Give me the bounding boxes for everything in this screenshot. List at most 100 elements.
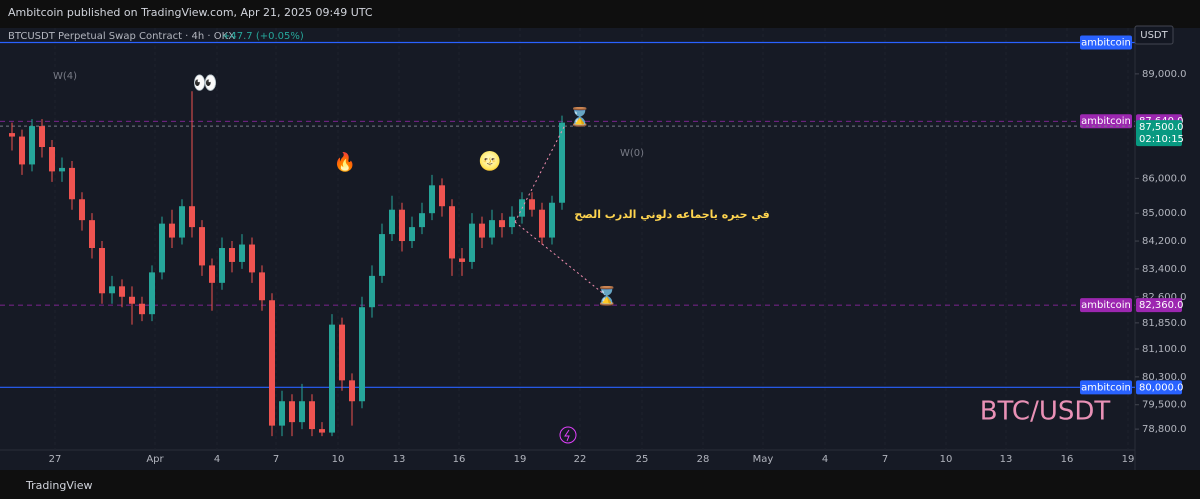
projection-up — [514, 124, 566, 223]
y-tick-label: 86,000.0 — [1142, 173, 1187, 184]
header-title: Ambitcoin published on TradingView.com, … — [8, 6, 373, 19]
candles — [9, 91, 565, 437]
candle-body — [129, 296, 135, 304]
y-tick-label: 89,000.0 — [1142, 69, 1187, 80]
countdown: 02:10:15 — [1139, 134, 1184, 145]
x-tick-label: 19 — [514, 454, 527, 465]
candle-body — [179, 206, 185, 238]
candle-body — [419, 213, 425, 228]
x-tick-label: 28 — [697, 454, 710, 465]
projection-down — [514, 221, 606, 296]
candle-body — [239, 244, 245, 262]
candle-body — [149, 272, 155, 315]
candle-body — [169, 223, 175, 238]
candle-body — [159, 223, 165, 273]
candle-body — [189, 206, 195, 228]
candle-body — [89, 220, 95, 249]
candle-body — [339, 324, 345, 381]
candle-body — [559, 122, 565, 203]
level-price-bg — [1136, 380, 1182, 395]
candle-body — [459, 258, 465, 262]
candle-body — [209, 265, 215, 283]
y-tick-label: 81,100.0 — [1142, 344, 1187, 355]
candle-body — [259, 272, 265, 301]
candle-body — [309, 401, 315, 430]
candle-body — [479, 223, 485, 238]
candle-body — [9, 133, 15, 137]
candle-body — [469, 223, 475, 262]
top-bar — [0, 0, 1200, 28]
annotation: W(4) — [53, 71, 77, 82]
annotation: W(0) — [620, 148, 644, 159]
candle-body — [439, 185, 445, 207]
y-tick-label: 79,500.0 — [1142, 400, 1187, 411]
candle-body — [389, 209, 395, 235]
level-tag-bg — [1080, 298, 1132, 313]
y-tick-label: 80,300.0 — [1142, 372, 1187, 383]
level-tag-bg — [1080, 114, 1132, 129]
x-tick-label: Apr — [146, 454, 164, 465]
candle-body — [99, 248, 105, 294]
candle-body — [79, 199, 85, 221]
candle-body — [499, 220, 505, 228]
currency-badge[interactable] — [1134, 25, 1174, 45]
level-tag: ambitcoin — [1081, 116, 1131, 127]
watermark: BTC/USDT — [980, 397, 1111, 427]
candle-body — [299, 401, 305, 423]
x-tick-label: 25 — [636, 454, 649, 465]
candle-body — [329, 324, 335, 433]
lightning-bolt — [564, 429, 570, 442]
annotation: ⌛ — [569, 106, 591, 128]
candle-body — [49, 147, 55, 172]
candle-body — [59, 167, 65, 172]
y-tick-label: 78,800.0 — [1142, 424, 1187, 435]
candle-body — [369, 275, 375, 308]
x-tick-label: 10 — [332, 454, 345, 465]
candle-body — [539, 209, 545, 238]
level-price-bg — [1136, 298, 1182, 313]
level-tag-bg — [1080, 35, 1132, 50]
lightning-icon[interactable] — [559, 426, 577, 444]
candle-body — [29, 126, 35, 165]
footer-bar — [0, 470, 1200, 499]
annotation: 👀 — [193, 71, 218, 95]
candle-body — [249, 244, 255, 273]
x-tick-label: 13 — [1000, 454, 1013, 465]
candle-body — [319, 429, 325, 433]
y-tick-label: 84,200.0 — [1142, 236, 1187, 247]
candle-body — [549, 202, 555, 238]
x-tick-label: 7 — [882, 454, 888, 465]
candle-body — [399, 209, 405, 242]
candle-body — [379, 234, 385, 276]
candle-body — [219, 248, 225, 283]
level-tag: ambitcoin — [1081, 300, 1131, 311]
levels: ambitcoinambitcoin87,640.0ambitcoin82,36… — [0, 35, 1184, 395]
candle-body — [349, 380, 355, 402]
x-tick-label: 7 — [273, 454, 279, 465]
candle-body — [429, 185, 435, 214]
currency: USDT — [1140, 30, 1168, 41]
candle-body — [449, 206, 455, 259]
candle-body — [119, 286, 125, 297]
level-tag: ambitcoin — [1081, 382, 1131, 393]
symbol-change: +47.7 (+0.05%) — [222, 31, 304, 42]
x-tick-label: 10 — [940, 454, 953, 465]
candle-body — [199, 227, 205, 266]
candle-body — [279, 401, 285, 426]
last-price-bg — [1136, 120, 1182, 147]
y-tick-label: 81,850.0 — [1142, 318, 1187, 329]
x-tick-label: 4 — [822, 454, 828, 465]
last-price: 87,500.0 — [1139, 122, 1184, 133]
candle-body — [489, 220, 495, 238]
candle-body — [19, 136, 25, 165]
candle-body — [529, 199, 535, 210]
level-price: 80,000.0 — [1139, 382, 1184, 393]
candle-body — [509, 216, 515, 228]
level-price: 82,360.0 — [1139, 300, 1184, 311]
annotation: ⌛ — [596, 285, 618, 307]
candle-body — [269, 300, 275, 426]
y-tick-label: 85,000.0 — [1142, 208, 1187, 219]
x-tick-label: 13 — [393, 454, 406, 465]
